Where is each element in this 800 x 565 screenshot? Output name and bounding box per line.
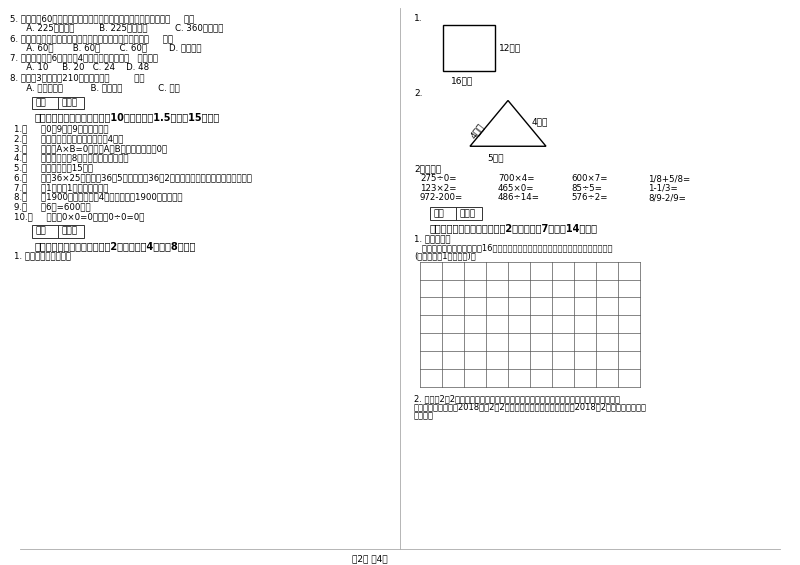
Text: 五、认真思考，综合能力（兢2小题，每题7分，兢14分）。: 五、认真思考，综合能力（兢2小题，每题7分，兢14分）。 <box>430 223 598 233</box>
Text: 得分: 得分 <box>434 209 445 218</box>
Text: 1.（     ）0，9里有9个十分之一。: 1.（ ）0，9里有9个十分之一。 <box>14 124 109 133</box>
Bar <box>430 207 482 220</box>
Text: 评卷人: 评卷人 <box>61 227 77 236</box>
Text: A. 10     B. 20   C. 24    D. 48: A. 10 B. 20 C. 24 D. 48 <box>18 63 149 72</box>
Text: 在下面方格纸上画出面积是16平方厘米的长方形和正方形，标出相应的长、宽或边长: 在下面方格纸上画出面积是16平方厘米的长方形和正方形，标出相应的长、宽或边长 <box>414 244 613 252</box>
Text: 600×7=: 600×7= <box>571 174 607 183</box>
Text: 然资源和生态环境。2018年的2月2日是星期五，请你根据信息制作2018年2月份的月历，并回: 然资源和生态环境。2018年的2月2日是星期五，请你根据信息制作2018年2月份… <box>414 402 647 411</box>
Text: 2.（     ）正方形的周长是它的边长的4倍。: 2.（ ）正方形的周长是它的边长的4倍。 <box>14 134 123 143</box>
Text: 6. 时针从上一个数字到相邻的下一个数字，经过的时间是（     ）。: 6. 时针从上一个数字到相邻的下一个数字，经过的时间是（ ）。 <box>10 34 173 43</box>
Text: 三、仔细推敲，正确判断（入10小题，每题1.5分，入15分）。: 三、仔细推敲，正确判断（入10小题，每题1.5分，入15分）。 <box>35 112 220 123</box>
Text: 7. 一个长方形长6厘米，割4厘米，它的周长是（   ）厘米。: 7. 一个长方形长6厘米，割4厘米，它的周长是（ ）厘米。 <box>10 54 158 63</box>
Text: 10.（     ）因为0×0=0，所以0÷0=0。: 10.（ ）因为0×0=0，所以0÷0=0。 <box>14 212 144 221</box>
Text: 得分: 得分 <box>36 227 46 236</box>
Text: 2. 每年的2月2日是世界湿地日。在这一天，世界各国都举行不同形式的活动来宣传保护自: 2. 每年的2月2日是世界湿地日。在这一天，世界各国都举行不同形式的活动来宣传保… <box>414 394 620 403</box>
Text: A. 225平方分米         B. 225平方厘米          C. 360平方厘米: A. 225平方分米 B. 225平方厘米 C. 360平方厘米 <box>18 23 223 32</box>
Text: 得分: 得分 <box>36 98 46 107</box>
Text: 275÷0=: 275÷0= <box>420 174 457 183</box>
Bar <box>32 97 84 110</box>
Text: 9.（     ）6分=600秒。: 9.（ ）6分=600秒。 <box>14 202 90 211</box>
Text: 7.（     ）1吞铁与1吞棉花一样重。: 7.（ ）1吞铁与1吞棉花一样重。 <box>14 183 108 192</box>
Text: 5.（     ）李老师身高15米。: 5.（ ）李老师身高15米。 <box>14 163 93 172</box>
Text: 2、口算：: 2、口算： <box>414 164 441 173</box>
Text: 972-200=: 972-200= <box>420 193 463 202</box>
Text: 2.: 2. <box>414 89 422 98</box>
Bar <box>32 225 84 238</box>
Text: 6.（     ）计36×25时，先把36和5相乘，再把36和2相乘，最后把两次乘积的结果相加。: 6.（ ）计36×25时，先把36和5相乘，再把36和2相乘，最后把两次乘积的结… <box>14 173 252 182</box>
Text: 465×0=: 465×0= <box>498 184 534 193</box>
Text: 123×2=: 123×2= <box>420 184 457 193</box>
Text: 第2页 兲4页: 第2页 兲4页 <box>352 554 388 563</box>
Text: 答问题。: 答问题。 <box>414 411 434 420</box>
Bar <box>443 25 495 71</box>
Text: 486÷14=: 486÷14= <box>498 193 540 202</box>
Text: 5. 把一根长60厘米的铁丝围成一个正方形，这个正方形的面积是（     ）。: 5. 把一根长60厘米的铁丝围成一个正方形，这个正方形的面积是（ ）。 <box>10 14 194 23</box>
Text: 8.（     ）1900年的年份数是4的倍数，所以1900年是闰年。: 8.（ ）1900年的年份数是4的倍数，所以1900年是闰年。 <box>14 193 182 202</box>
Text: 1-1/3=: 1-1/3= <box>648 184 678 193</box>
Text: 四、看清题目，细心计算（刖2小题，每题4分，兢8分）。: 四、看清题目，细心计算（刖2小题，每题4分，兢8分）。 <box>35 241 196 251</box>
Text: A. 乘公共汽车          B. 骑自行车             C. 步行: A. 乘公共汽车 B. 骑自行车 C. 步行 <box>18 83 180 92</box>
Text: 5分米: 5分米 <box>488 153 504 162</box>
Text: 评卷人: 评卷人 <box>61 98 77 107</box>
Text: 700×4=: 700×4= <box>498 174 534 183</box>
Text: 576÷2=: 576÷2= <box>571 193 607 202</box>
Text: 12厘米: 12厘米 <box>499 44 521 53</box>
Text: (每一小格为1平方厘米)。: (每一小格为1平方厘米)。 <box>414 252 476 260</box>
Text: 8/9-2/9=: 8/9-2/9= <box>648 193 686 202</box>
Text: 1/8+5/8=: 1/8+5/8= <box>648 174 690 183</box>
Text: A. 60秒       B. 60分       C. 60时        D. 无法确定: A. 60秒 B. 60分 C. 60时 D. 无法确定 <box>18 44 202 53</box>
Text: 1.: 1. <box>414 14 422 23</box>
Text: 3.（     ）如果A×B=0，那么A和B中至少有一个是0。: 3.（ ）如果A×B=0，那么A和B中至少有一个是0。 <box>14 144 167 153</box>
Text: 8. 爷爷化3小时行了210千米，他是（         ）。: 8. 爷爷化3小时行了210千米，他是（ ）。 <box>10 73 145 82</box>
Text: 4.（     ）一个两位在8，积一定也是两为数。: 4.（ ）一个两位在8，积一定也是两为数。 <box>14 154 129 163</box>
Text: 4分米: 4分米 <box>469 121 486 140</box>
Text: 1. 动手操作。: 1. 动手操作。 <box>414 234 450 244</box>
Text: 85÷5=: 85÷5= <box>571 184 602 193</box>
Text: 评卷人: 评卷人 <box>459 209 475 218</box>
Text: 4分米: 4分米 <box>532 118 548 127</box>
Text: 1. 求下面图形的周长。: 1. 求下面图形的周长。 <box>14 252 71 260</box>
Text: 16厘米: 16厘米 <box>451 77 474 86</box>
